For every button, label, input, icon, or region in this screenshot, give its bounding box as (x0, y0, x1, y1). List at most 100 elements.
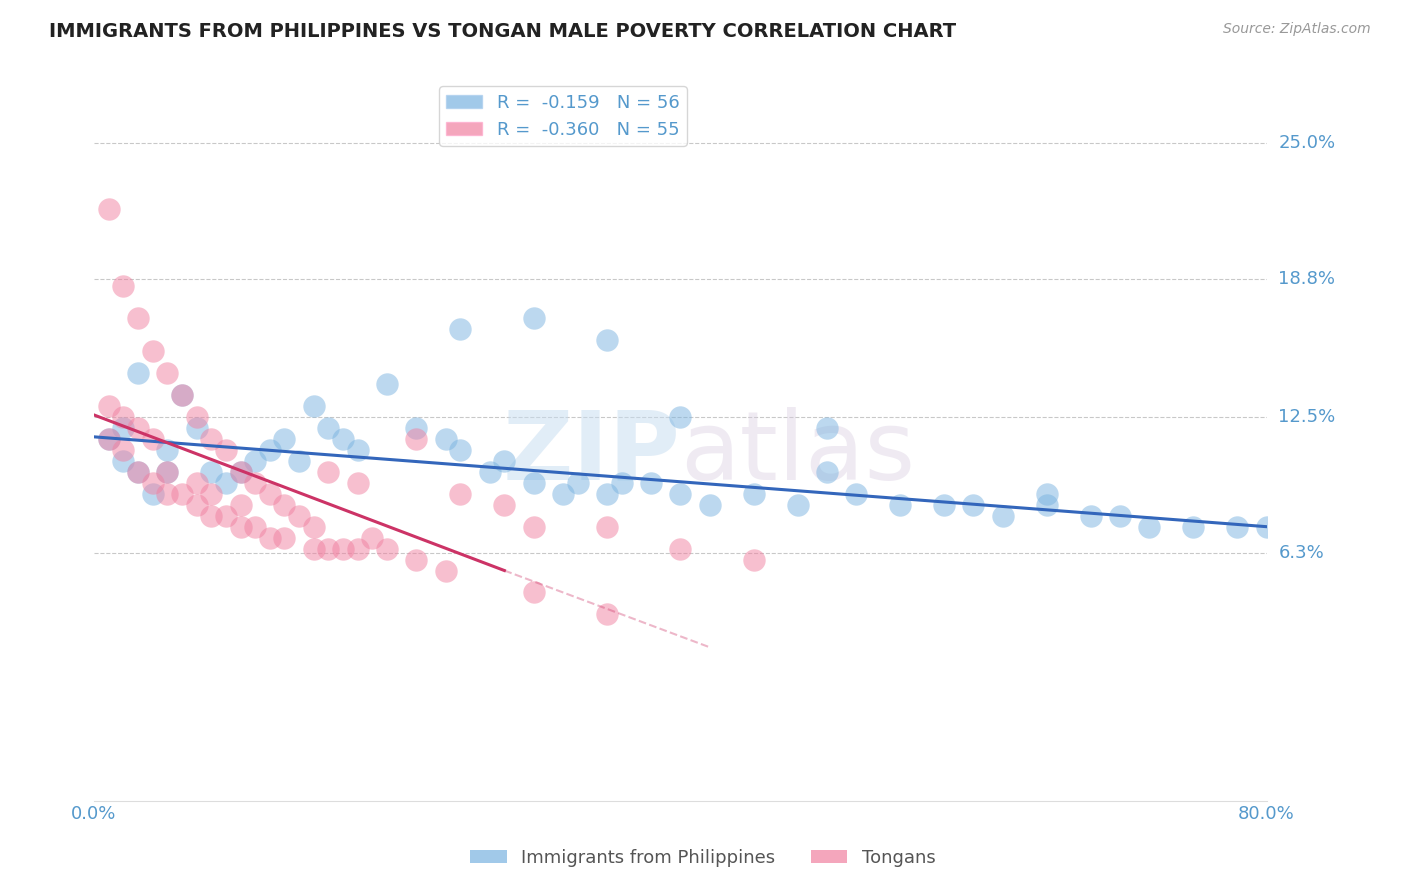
Point (200, 487, 222, 501)
Point (449, 322, 471, 336)
Point (449, 442, 471, 457)
Point (318, 465, 340, 479)
Point (669, 487, 692, 501)
Point (229, 465, 252, 479)
Point (186, 421, 208, 435)
Point (1137, 519, 1160, 533)
Point (243, 475, 266, 490)
Point (991, 508, 1014, 523)
Point (434, 432, 457, 446)
Point (127, 465, 149, 479)
Point (889, 498, 911, 512)
Text: ZIP: ZIP (502, 407, 681, 500)
Point (332, 541, 354, 556)
Point (523, 519, 546, 533)
Point (288, 508, 311, 523)
Point (186, 498, 208, 512)
Legend: Immigrants from Philippines, Tongans: Immigrants from Philippines, Tongans (463, 842, 943, 874)
Point (596, 607, 619, 622)
Point (610, 475, 633, 490)
Point (127, 366, 149, 380)
Point (97, 432, 120, 446)
Point (845, 487, 868, 501)
Point (742, 552, 765, 566)
Point (273, 531, 295, 545)
Point (405, 552, 427, 566)
Point (669, 541, 692, 556)
Point (170, 487, 193, 501)
Point (449, 487, 471, 501)
Point (142, 487, 165, 501)
Point (318, 421, 340, 435)
Point (523, 311, 546, 326)
Point (596, 334, 619, 348)
Point (200, 465, 222, 479)
Point (1035, 498, 1057, 512)
Point (405, 432, 427, 446)
Point (494, 498, 516, 512)
Point (375, 541, 398, 556)
Point (229, 519, 252, 533)
Point (243, 454, 266, 468)
Point (478, 465, 501, 479)
Point (273, 432, 295, 446)
Point (127, 421, 149, 435)
Text: Source: ZipAtlas.com: Source: ZipAtlas.com (1223, 22, 1371, 37)
Point (1182, 519, 1205, 533)
Point (596, 487, 619, 501)
Point (156, 465, 179, 479)
Point (112, 421, 135, 435)
Legend: R =  -0.159   N = 56, R =  -0.360   N = 55: R = -0.159 N = 56, R = -0.360 N = 55 (439, 87, 688, 146)
Point (932, 498, 955, 512)
Point (215, 508, 238, 523)
Point (815, 421, 838, 435)
Point (156, 442, 179, 457)
Point (186, 410, 208, 425)
Point (186, 475, 208, 490)
Point (596, 519, 619, 533)
Point (332, 432, 354, 446)
Point (346, 442, 368, 457)
Point (699, 498, 721, 512)
Point (97, 432, 120, 446)
Text: 25.0%: 25.0% (1278, 134, 1336, 153)
Point (229, 465, 252, 479)
Point (640, 475, 662, 490)
Point (156, 465, 179, 479)
Point (288, 454, 311, 468)
Point (97, 399, 120, 413)
Point (156, 487, 179, 501)
Point (302, 519, 325, 533)
Point (127, 311, 149, 326)
Point (405, 421, 427, 435)
Point (259, 442, 281, 457)
Point (1226, 519, 1249, 533)
Point (142, 475, 165, 490)
Text: 12.5%: 12.5% (1278, 409, 1336, 426)
Point (170, 388, 193, 402)
Point (318, 541, 340, 556)
Point (786, 498, 808, 512)
Text: IMMIGRANTS FROM PHILIPPINES VS TONGAN MALE POVERTY CORRELATION CHART: IMMIGRANTS FROM PHILIPPINES VS TONGAN MA… (49, 22, 956, 41)
Point (434, 564, 457, 578)
Text: atlas: atlas (681, 407, 915, 500)
Point (302, 541, 325, 556)
Point (127, 465, 149, 479)
Point (1035, 487, 1057, 501)
Point (112, 278, 135, 293)
Point (669, 410, 692, 425)
Point (494, 454, 516, 468)
Text: 18.8%: 18.8% (1278, 270, 1336, 288)
Point (962, 498, 984, 512)
Point (259, 487, 281, 501)
Point (567, 475, 589, 490)
Point (215, 442, 238, 457)
Point (375, 377, 398, 392)
Point (346, 475, 368, 490)
Point (1080, 508, 1102, 523)
Point (243, 519, 266, 533)
Point (215, 475, 238, 490)
Point (551, 487, 574, 501)
Point (346, 541, 368, 556)
Point (142, 344, 165, 359)
